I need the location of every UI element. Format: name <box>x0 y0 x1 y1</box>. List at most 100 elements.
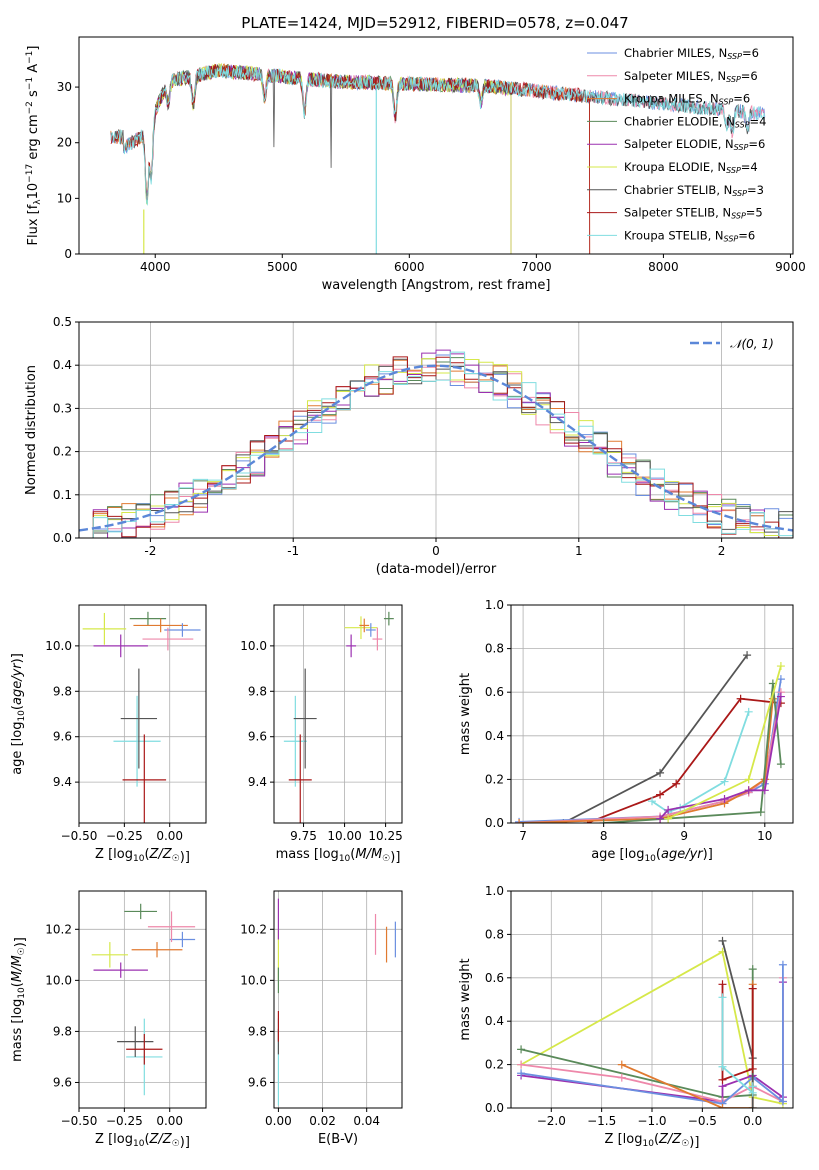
errorbar-chabrier_stelib <box>120 668 158 769</box>
y-tick-label: 10.0 <box>240 973 267 987</box>
series-marker <box>776 692 785 701</box>
errorbar-kroupa_miles <box>133 618 188 633</box>
series-marker <box>748 965 757 974</box>
series-marker <box>599 819 608 823</box>
legend-label: Kroupa ELODIE, NSSP=4 <box>624 160 758 175</box>
axes-frame <box>78 604 207 824</box>
series-marker <box>736 694 745 703</box>
series-marker <box>744 707 753 716</box>
series-marker <box>617 1060 626 1069</box>
y-tick-label: 9.8 <box>53 684 72 698</box>
x-tick-label: 9 <box>680 829 688 843</box>
x-axis-label: Z [log10(Z/Z☉)] <box>605 1132 700 1150</box>
x-tick-label: 10.00 <box>327 829 361 843</box>
errorbar-chabrier_elodie <box>383 611 394 626</box>
series-marker <box>517 1060 526 1069</box>
panel-age_weight: 7 8 9 10 0.0 0.2 0.4 0.6 0.8 1.0 age [log10(age/yr… <box>458 598 794 864</box>
series-marker <box>776 662 785 671</box>
series-marker <box>776 760 785 769</box>
x-tick-label: −0.5 <box>688 1114 717 1128</box>
y-tick-label: 9.8 <box>53 1024 72 1038</box>
series-marker <box>718 1104 727 1108</box>
series-marker <box>743 651 752 660</box>
x-axis-label: E(B-V) <box>318 1132 358 1147</box>
y-tick-label: 9.6 <box>248 730 267 744</box>
spectrum-line-kroupa_stelib <box>110 65 766 206</box>
y-tick-label: 10.2 <box>240 922 267 936</box>
series-marker <box>720 795 729 804</box>
y-tick-label: 0.4 <box>485 1014 504 1028</box>
errorbar-chabrier_elodie <box>124 903 158 920</box>
series-line <box>519 698 774 823</box>
x-tick-label: −1.5 <box>587 1114 616 1128</box>
x-tick-label: 1 <box>575 544 583 558</box>
x-axis-label: Z [log10(Z/Z☉)] <box>95 847 190 865</box>
panel-z_age: −0.50 −0.25 0.00 9.4 9.6 9.8 10.0 Z [log10(Z/Z☉… <box>10 604 207 865</box>
x-axis-label: wavelength [Angstrom, rest frame] <box>322 278 551 293</box>
plot-area-z_mass <box>91 903 196 1096</box>
histogram-kroupa_stelib <box>79 351 793 538</box>
panel-mass_age: 9.75 10.00 10.25 9.4 9.6 9.8 10.0 mass [log10(M… <box>240 604 403 865</box>
x-tick-label: 0.02 <box>309 1114 336 1128</box>
errorbar-salpeter_stelib <box>288 734 312 823</box>
x-tick-label: 0.00 <box>156 829 183 843</box>
x-tick-label: 0 <box>432 544 440 558</box>
y-tick-label: 0.0 <box>53 531 72 545</box>
y-tick-label: 0.3 <box>53 401 72 415</box>
errorbar-chabrier_miles <box>365 623 376 637</box>
plot-area-z_weight <box>517 936 787 1108</box>
y-tick-label: 0.4 <box>485 729 504 743</box>
series-marker <box>648 797 656 806</box>
histogram-salpeter_stelib <box>79 356 793 538</box>
y-tick-label: 0.8 <box>485 927 504 941</box>
series-marker <box>664 814 673 823</box>
x-tick-label: 6000 <box>394 260 425 274</box>
y-tick-label: 0.0 <box>485 816 504 830</box>
errorbar-chabrier_miles <box>164 623 201 637</box>
axes-frame <box>273 604 403 824</box>
x-tick-label: 7000 <box>521 260 552 274</box>
axes-frame <box>78 890 207 1109</box>
series-salpeter_elodie <box>656 692 785 823</box>
plot-area-age_weight <box>515 651 785 823</box>
y-tick-label: 0.0 <box>485 1101 504 1115</box>
series-marker <box>517 1045 526 1054</box>
series-marker <box>760 786 769 795</box>
y-tick-label: 0.2 <box>485 772 504 786</box>
y-tick-label: 0.6 <box>485 685 504 699</box>
plot-area-mass_age <box>283 611 394 823</box>
y-axis-label: Normed distribution <box>24 365 39 495</box>
legend: Chabrier MILES, NSSP=6 Salpeter MILES, NS… <box>587 46 766 243</box>
series-marker <box>517 1069 526 1078</box>
series-marker <box>718 1062 727 1071</box>
errorbar-kroupa_elodie <box>91 942 128 968</box>
series-marker <box>617 1073 626 1082</box>
legend-label: Kroupa MILES, NSSP=6 <box>624 92 750 107</box>
x-tick-label: 0.00 <box>156 1114 183 1128</box>
series-salpeter_stelib <box>583 694 785 823</box>
y-tick-label: 10.0 <box>45 973 72 987</box>
series-marker <box>515 819 524 823</box>
axes-frame <box>510 604 794 824</box>
plot-area-z_age <box>82 611 201 823</box>
errorbar-salpeter_miles <box>142 627 194 651</box>
x-tick-label: 0.0 <box>743 1114 762 1128</box>
x-tick-label: −0.50 <box>61 829 98 843</box>
errorbar-salpeter_stelib <box>126 1033 163 1065</box>
y-tick-label: 10.0 <box>45 639 72 653</box>
series-marker <box>748 1082 757 1091</box>
series-marker <box>778 1097 787 1106</box>
x-tick-label: 0.00 <box>265 1114 292 1128</box>
histogram-salpeter_elodie <box>79 349 793 538</box>
errorbar-salpeter_elodie <box>93 962 148 978</box>
x-tick-label: 2 <box>718 544 726 558</box>
y-tick-label: 9.4 <box>53 775 72 789</box>
legend-label: Chabrier MILES, NSSP=6 <box>624 46 759 61</box>
series-line <box>659 696 782 820</box>
errorbar-salpeter_miles <box>147 911 196 943</box>
errorbar-chabrier_miles <box>169 931 196 948</box>
legend-label: Kroupa STELIB, NSSP=6 <box>624 228 755 243</box>
errorbar-kroupa_elodie <box>82 612 127 645</box>
panel-spectrum: 4000 5000 6000 7000 8000 9000 0 10 20 30 wavelengt… <box>25 36 806 293</box>
legend-label: Salpeter ELODIE, NSSP=6 <box>624 137 765 152</box>
